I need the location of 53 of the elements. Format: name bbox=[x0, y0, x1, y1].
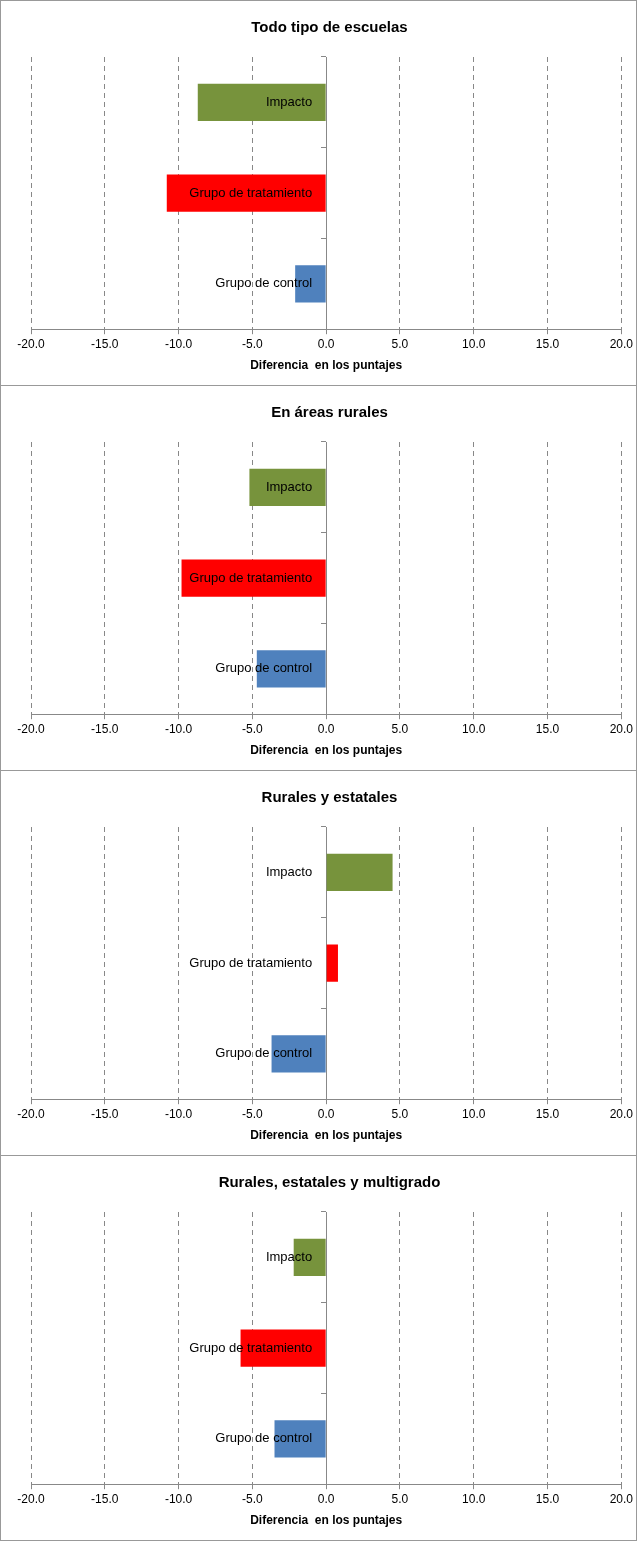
x-tick-label: -15.0 bbox=[91, 721, 119, 736]
bar bbox=[326, 944, 338, 982]
x-tick-label: 15.0 bbox=[535, 1106, 560, 1121]
x-tick-label: 0.0 bbox=[317, 721, 335, 736]
x-tick-label: 5.0 bbox=[391, 721, 409, 736]
y-tick-label: Grupo de tratamiento bbox=[189, 569, 313, 585]
x-axis-title: Diferencia en los puntajes bbox=[250, 1513, 403, 1528]
x-tick-label: -20.0 bbox=[17, 1491, 45, 1506]
x-tick-label: 0.0 bbox=[317, 1491, 335, 1506]
x-tick-label: -5.0 bbox=[242, 1106, 264, 1121]
chart-title: Todo tipo de escuelas bbox=[251, 18, 408, 36]
x-tick-label: -10.0 bbox=[164, 721, 193, 736]
x-tick-label: -20.0 bbox=[17, 336, 45, 351]
chart-title: Rurales y estatales bbox=[261, 788, 398, 806]
x-tick-label: 5.0 bbox=[391, 336, 409, 351]
y-tick-label: Impacto bbox=[265, 93, 313, 109]
x-axis-title: Diferencia en los puntajes bbox=[250, 1128, 403, 1143]
x-tick-label: -5.0 bbox=[242, 336, 264, 351]
y-tick-label: Impacto bbox=[265, 478, 313, 494]
x-tick-label: -10.0 bbox=[164, 1491, 193, 1506]
x-tick-label: 10.0 bbox=[462, 336, 486, 351]
chart-title: Rurales, estatales y multigrado bbox=[218, 1173, 441, 1191]
y-tick-label: Impacto bbox=[265, 863, 313, 879]
x-tick-label: -15.0 bbox=[91, 1491, 119, 1506]
x-tick-label: -10.0 bbox=[164, 1106, 193, 1121]
x-tick-label: 15.0 bbox=[535, 1491, 560, 1506]
x-tick-label: -10.0 bbox=[164, 336, 193, 351]
x-tick-label: -20.0 bbox=[17, 721, 45, 736]
x-tick-label: 0.0 bbox=[317, 336, 335, 351]
x-tick-label: 15.0 bbox=[535, 721, 560, 736]
x-tick-label: 20.0 bbox=[609, 1106, 634, 1121]
x-tick-label: -5.0 bbox=[242, 721, 264, 736]
x-tick-label: 15.0 bbox=[535, 336, 560, 351]
x-axis-title: Diferencia en los puntajes bbox=[250, 743, 403, 758]
x-axis-title: Diferencia en los puntajes bbox=[250, 358, 403, 373]
x-tick-label: -20.0 bbox=[17, 1106, 45, 1121]
x-tick-label: 10.0 bbox=[462, 1491, 486, 1506]
bar bbox=[326, 853, 393, 891]
y-tick-label: Grupo de tratamiento bbox=[189, 184, 313, 200]
x-tick-label: 5.0 bbox=[391, 1491, 409, 1506]
x-tick-label: 10.0 bbox=[462, 721, 486, 736]
x-tick-label: 10.0 bbox=[462, 1106, 486, 1121]
x-tick-label: 5.0 bbox=[391, 1106, 409, 1121]
x-tick-label: -15.0 bbox=[91, 336, 119, 351]
x-tick-label: 20.0 bbox=[609, 336, 634, 351]
x-tick-label: -5.0 bbox=[242, 1491, 264, 1506]
y-tick-label: Grupo de control bbox=[215, 1045, 313, 1061]
x-tick-label: 20.0 bbox=[609, 721, 634, 736]
x-tick-label: 0.0 bbox=[317, 1106, 335, 1121]
x-tick-label: 20.0 bbox=[609, 1491, 634, 1506]
chart-title: En áreas rurales bbox=[271, 403, 388, 421]
x-tick-label: -15.0 bbox=[91, 1106, 119, 1121]
y-tick-label: Grupo de tratamiento bbox=[189, 954, 313, 970]
